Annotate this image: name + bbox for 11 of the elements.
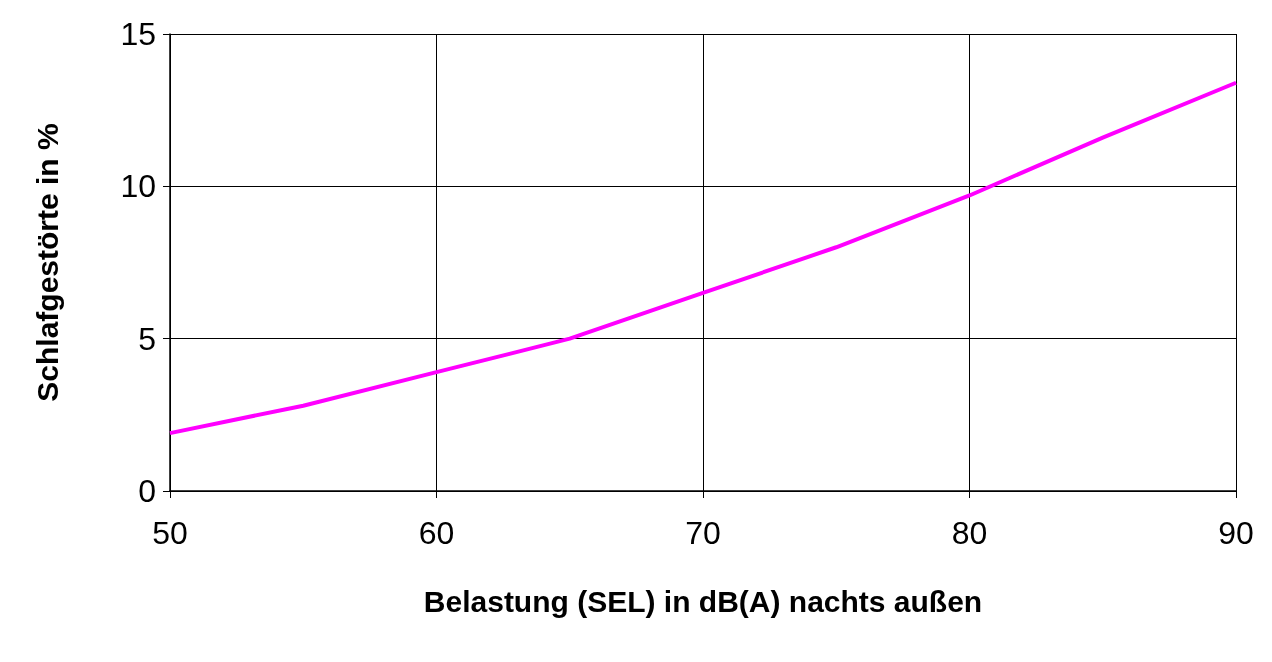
x-tick-label: 90 (1218, 515, 1254, 551)
y-tick-label: 15 (120, 16, 156, 52)
x-tick-label: 70 (685, 515, 721, 551)
y-tick-label: 5 (138, 320, 156, 357)
y-tick-label: 0 (138, 473, 156, 509)
y-axis-title: Schlafgestörte in % (30, 123, 64, 402)
x-tick-label: 80 (951, 515, 988, 551)
x-tick-label: 50 (152, 515, 188, 551)
x-tick-label: 60 (418, 515, 455, 551)
x-axis-title: Belastung (SEL) in dB(A) nachts außen (423, 584, 983, 618)
y-tick-label: 10 (120, 168, 156, 205)
